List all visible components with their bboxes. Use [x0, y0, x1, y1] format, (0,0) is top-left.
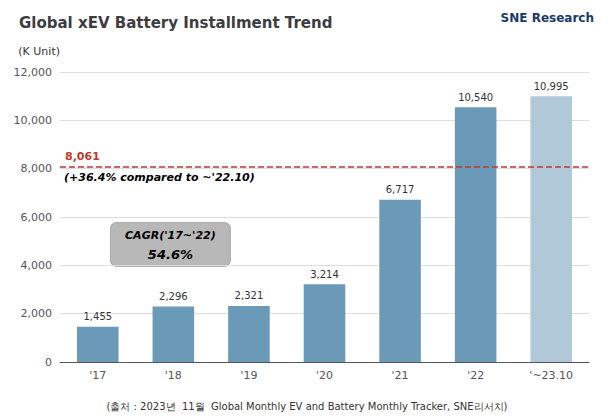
svg-text:(K Unit): (K Unit): [18, 45, 60, 58]
svg-text:3,214: 3,214: [310, 269, 339, 280]
svg-text:'20: '20: [316, 369, 333, 382]
svg-text:'19: '19: [240, 369, 257, 382]
svg-text:2,296: 2,296: [159, 291, 188, 302]
svg-text:2,000: 2,000: [21, 307, 53, 320]
svg-text:8,000: 8,000: [21, 162, 53, 175]
svg-text:(+36.4% compared to ~'22.10): (+36.4% compared to ~'22.10): [64, 171, 255, 184]
svg-text:54.6%: 54.6%: [148, 247, 193, 262]
svg-text:'22: '22: [467, 369, 484, 382]
svg-text:'18: '18: [165, 369, 182, 382]
svg-text:2,321: 2,321: [235, 290, 264, 301]
svg-text:10,995: 10,995: [534, 81, 569, 92]
svg-text:(출처 : 2023년 11월 Global Month: (출처 : 2023년 11월 Global Monthly EV and Ba…: [106, 401, 507, 412]
svg-text:'17: '17: [89, 369, 106, 382]
svg-text:6,000: 6,000: [21, 211, 53, 224]
svg-text:Global xEV Battery Installment: Global xEV Battery Installment Trend: [19, 14, 332, 32]
svg-text:1,455: 1,455: [83, 311, 112, 322]
svg-text:'~23.10: '~23.10: [529, 369, 573, 382]
svg-text:12,000: 12,000: [14, 66, 53, 79]
svg-text:0: 0: [45, 356, 52, 369]
svg-text:6,717: 6,717: [386, 184, 415, 195]
svg-text:10,540: 10,540: [458, 92, 493, 103]
svg-text:10,000: 10,000: [14, 114, 53, 127]
svg-text:CAGR('17~'22): CAGR('17~'22): [125, 229, 216, 242]
svg-text:4,000: 4,000: [21, 259, 53, 272]
svg-text:'21: '21: [392, 369, 409, 382]
svg-text:SNE Research: SNE Research: [501, 11, 594, 25]
svg-text:8,061: 8,061: [65, 150, 100, 163]
